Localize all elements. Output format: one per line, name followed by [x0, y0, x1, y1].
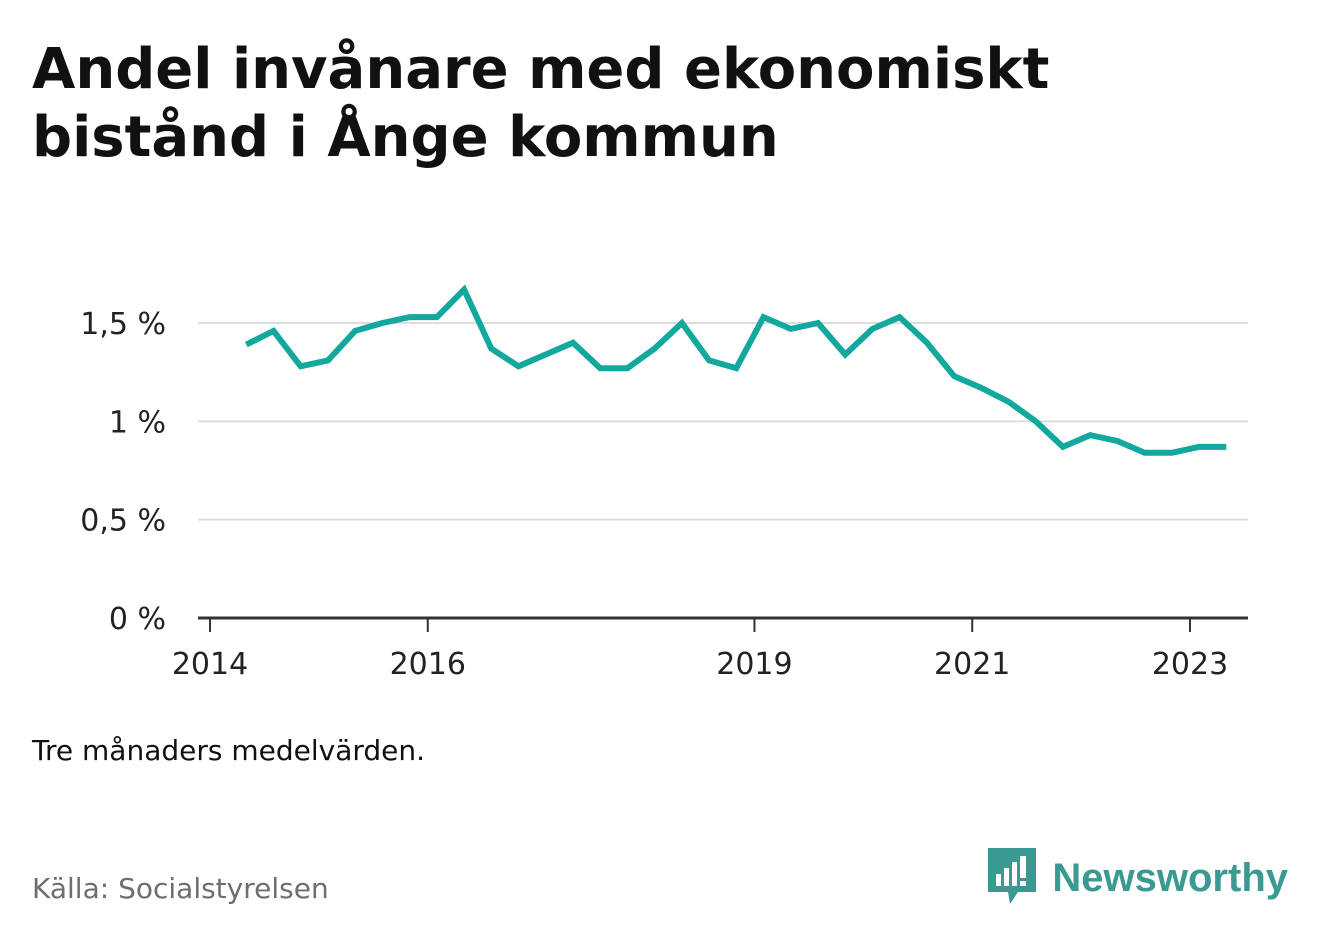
y-tick-label: 1,5 %	[80, 307, 166, 342]
brand-name: Newsworthy	[1052, 855, 1288, 900]
x-tick-label: 2016	[390, 647, 466, 682]
x-axis: 2014 2016 2019 2021 2023	[172, 616, 1248, 682]
y-tick-label: 1 %	[109, 405, 166, 440]
y-axis: 0 % 0,5 % 1 % 1,5 %	[80, 307, 166, 637]
x-tick-label: 2014	[172, 647, 248, 682]
gridlines	[198, 322, 1248, 521]
x-tick-label: 2023	[1152, 647, 1228, 682]
x-tick-label: 2021	[934, 647, 1010, 682]
chart-note: Tre månaders medelvärden.	[32, 734, 426, 767]
brand-logo: Newsworthy	[988, 848, 1288, 908]
y-tick-label: 0 %	[109, 602, 166, 637]
series-line	[244, 284, 1227, 456]
x-tick-label: 2019	[716, 647, 792, 682]
source-text: Källa: Socialstyrelsen	[32, 872, 329, 905]
series-group	[244, 284, 1227, 456]
newsworthy-logo-icon	[988, 848, 1037, 904]
y-tick-label: 0,5 %	[80, 504, 166, 539]
chart-title: Andel invånare med ekonomiskt bistånd i …	[32, 37, 1050, 170]
